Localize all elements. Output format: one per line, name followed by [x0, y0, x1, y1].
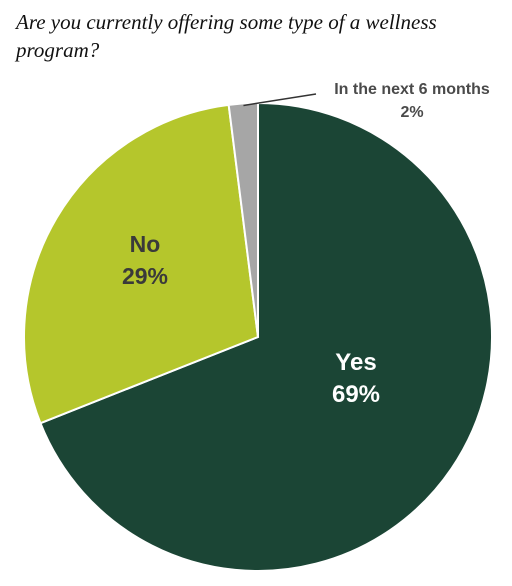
- slice-label-yes: Yes: [335, 349, 376, 376]
- slice-value-in-the-next-6-months: 2%: [400, 104, 423, 121]
- leader-line: [243, 93, 317, 107]
- chart-title: Are you currently offering some type of …: [16, 10, 437, 62]
- slice-value-yes: 69%: [332, 381, 380, 408]
- slice-label-in-the-next-6-months: In the next 6 months: [334, 81, 490, 98]
- pie-slice-yes: [39, 101, 493, 572]
- pie-slice-no: [23, 103, 260, 425]
- slice-value-no: 29%: [122, 263, 168, 289]
- slice-label-no: No: [130, 231, 161, 257]
